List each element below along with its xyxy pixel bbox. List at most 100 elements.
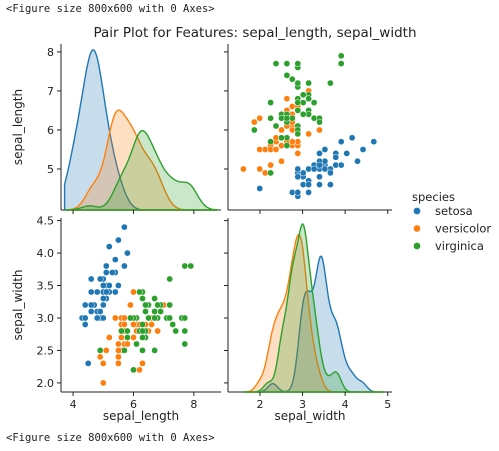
point-setosa xyxy=(321,146,329,153)
point-setosa xyxy=(343,150,351,157)
point-setosa xyxy=(348,134,356,142)
point-virginica xyxy=(283,71,291,79)
point-virginica xyxy=(118,327,125,335)
point-virginica xyxy=(250,126,258,134)
kde-virginica-kde-sepal-width xyxy=(242,222,384,393)
axis-ticks: 5 6 7 8 2.0 2.5 3.0 3.5 4.0 4.5 4 6 8 2 3 4 5 sepal_lengt… xyxy=(11,46,391,423)
point-setosa xyxy=(99,301,107,309)
point-setosa xyxy=(121,223,128,231)
point-setosa xyxy=(102,288,110,296)
point-setosa xyxy=(87,301,95,309)
x-axis-label-sepal-width: sepal_width xyxy=(274,409,345,423)
pair-plot-panels: 5 6 7 8 2.0 2.5 3.0 3.5 4.0 4.5 4 6 8 2 3 4 5 sepal_lengt… xyxy=(11,44,392,423)
panel-top-right xyxy=(227,44,392,211)
point-versicolor xyxy=(99,379,107,387)
point-setosa xyxy=(115,282,122,289)
point-virginica xyxy=(124,334,131,341)
point-setosa xyxy=(121,262,128,270)
point-virginica xyxy=(151,308,158,315)
point-versicolor xyxy=(256,114,264,122)
point-setosa xyxy=(316,173,323,181)
tick-label-x-bottom-right: 4 xyxy=(342,398,349,411)
point-versicolor xyxy=(278,126,285,134)
point-virginica xyxy=(136,288,143,296)
point-setosa xyxy=(96,308,104,315)
point-virginica xyxy=(272,122,280,130)
point-virginica xyxy=(267,138,274,146)
point-setosa xyxy=(81,314,89,322)
legend-marker-versicolor xyxy=(413,224,421,233)
point-virginica xyxy=(151,314,158,322)
point-virginica xyxy=(305,79,312,87)
tick-label-y-top: 8 xyxy=(47,46,54,59)
point-setosa xyxy=(316,161,323,169)
point-setosa xyxy=(327,181,334,188)
x-axis-label-sepal-length: sepal_length xyxy=(103,409,179,423)
point-setosa xyxy=(305,189,312,196)
point-virginica xyxy=(267,114,274,122)
point-virginica xyxy=(181,262,189,270)
point-setosa xyxy=(93,288,101,296)
tick-label-x-bottom-right: 2 xyxy=(256,398,263,411)
kde-virginica-kde-sepal-length xyxy=(64,129,219,211)
tick-label-y-bottom: 3.0 xyxy=(37,312,55,325)
point-virginica xyxy=(181,327,189,335)
point-versicolor xyxy=(105,334,113,341)
point-setosa xyxy=(87,308,95,315)
point-setosa xyxy=(99,314,107,322)
point-setosa xyxy=(337,138,345,146)
panel-bottom-left xyxy=(60,218,221,393)
chart-title: Pair Plot for Features: sepal_length, se… xyxy=(93,25,416,41)
tick-label-y-bottom: 4.0 xyxy=(37,247,55,260)
point-virginica xyxy=(133,340,140,348)
legend-marker-setosa xyxy=(413,207,421,215)
tick-label-x-bottom-right: 3 xyxy=(299,398,306,411)
tick-label-x-bottom-left: 4 xyxy=(70,398,77,411)
point-virginica xyxy=(166,301,174,309)
point-versicolor xyxy=(294,150,302,157)
point-virginica xyxy=(187,262,195,270)
point-versicolor xyxy=(96,353,104,361)
point-versicolor xyxy=(115,340,122,348)
point-versicolor xyxy=(283,95,291,103)
point-setosa xyxy=(115,236,122,244)
point-setosa xyxy=(256,185,264,192)
point-virginica xyxy=(337,60,345,67)
point-setosa xyxy=(294,173,302,181)
point-setosa xyxy=(316,181,323,188)
point-versicolor xyxy=(272,146,280,153)
point-virginica xyxy=(124,327,131,335)
point-setosa xyxy=(294,189,302,196)
point-virginica xyxy=(154,301,161,309)
point-virginica xyxy=(337,52,345,60)
point-setosa xyxy=(87,288,95,296)
point-versicolor xyxy=(240,165,247,173)
point-setosa xyxy=(105,282,113,289)
point-virginica xyxy=(310,99,318,106)
y-axis-label-sepal-length: sepal_length xyxy=(11,89,25,165)
point-versicolor xyxy=(305,130,312,138)
point-versicolor xyxy=(99,360,107,367)
point-versicolor xyxy=(102,347,110,354)
point-versicolor xyxy=(148,321,155,328)
point-virginica xyxy=(139,295,146,302)
point-versicolor xyxy=(267,161,274,169)
point-versicolor xyxy=(130,288,137,296)
point-setosa xyxy=(310,165,318,173)
tick-label-y-bottom: 2.5 xyxy=(37,344,55,357)
tick-label-y-bottom: 2.0 xyxy=(37,377,55,390)
scatter-length-vs-width xyxy=(78,223,195,387)
point-setosa xyxy=(305,181,312,188)
point-setosa xyxy=(102,262,110,270)
point-versicolor xyxy=(130,334,137,341)
point-versicolor xyxy=(278,157,285,165)
scatter-width-vs-length xyxy=(240,52,378,200)
point-versicolor xyxy=(139,360,146,367)
tick-label-y-top: 6 xyxy=(47,124,54,137)
point-setosa xyxy=(327,169,334,177)
point-virginica xyxy=(283,60,291,67)
legend-title: species xyxy=(412,190,455,204)
point-versicolor xyxy=(115,347,122,354)
tick-label-x-bottom-right: 5 xyxy=(384,398,391,411)
